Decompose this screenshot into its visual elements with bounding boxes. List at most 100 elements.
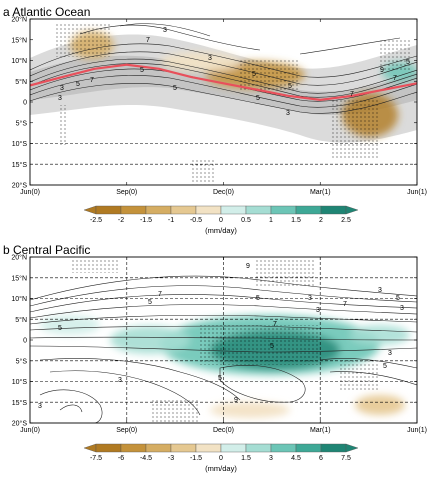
contour-label: 5 xyxy=(218,375,222,382)
y-tick-label: 15°S xyxy=(12,161,28,169)
panel-b-stipple-4 xyxy=(150,400,200,422)
colorbar-tick-label: -3 xyxy=(168,455,174,462)
colorbar-tick-label: -0.5 xyxy=(190,217,202,224)
contour-label: 3 xyxy=(38,403,42,410)
panel-b-brown-patch-1 xyxy=(210,402,290,418)
y-tick-label: 5°N xyxy=(15,316,27,324)
colorbar-swatch xyxy=(295,443,322,453)
panel-b-stipple-3 xyxy=(200,325,320,365)
colorbar-right-arrow xyxy=(345,443,359,453)
colorbar-swatch xyxy=(195,443,222,453)
contour-label: 5 xyxy=(58,325,62,332)
panel-a-colorbar: -2.5 -2 -1.5 -1 -0.5 0 0.5 1 1.5 2 2.5 xyxy=(83,205,359,224)
colorbar-swatch xyxy=(270,205,297,215)
contour-label: 5 xyxy=(396,295,400,302)
colorbar-swatch xyxy=(95,443,122,453)
contour-label: 9 xyxy=(380,67,384,74)
x-tick-label: Jun(1) xyxy=(407,189,427,196)
contour-label: 7 xyxy=(158,291,162,298)
panel-a-stipple-6 xyxy=(60,105,68,145)
panel-a-contour-labels: 3 5 7 5 3 7 5 5 3 3 5 5 7 9 7 5 3 xyxy=(58,27,410,117)
panel-b: b Central Pacific xyxy=(3,243,427,473)
panel-a-stipple-5 xyxy=(190,160,215,185)
colorbar-swatch xyxy=(120,205,147,215)
contour-label: 3 xyxy=(308,295,312,302)
panel-b-brown-patch-2 xyxy=(355,395,405,415)
colorbar-swatch xyxy=(245,443,272,453)
contour-label: 3 xyxy=(388,350,392,357)
x-tick-label: Mar(1) xyxy=(310,189,331,196)
y-tick-label: 10°S xyxy=(12,378,28,386)
contour-label: 3 xyxy=(58,95,62,102)
y-tick-label: 15°S xyxy=(12,399,28,407)
colorbar-swatch xyxy=(170,205,197,215)
colorbar-swatch xyxy=(320,443,347,453)
contour-label: 3 xyxy=(316,307,320,314)
panel-b-colorbar-unit: (mm/day) xyxy=(205,464,237,473)
panel-b-dashed-lines xyxy=(30,257,417,423)
contour-label: 3 xyxy=(378,287,382,294)
colorbar-swatch xyxy=(145,205,172,215)
colorbar-tick-label: -4.5 xyxy=(140,455,152,462)
colorbar-swatch xyxy=(270,443,297,453)
colorbar-swatch xyxy=(295,205,322,215)
y-tick-label: 20°S xyxy=(12,420,28,428)
contour-label: 5 xyxy=(173,85,177,92)
colorbar-swatch xyxy=(170,443,197,453)
colorbar-tick-label: 0.5 xyxy=(241,217,251,224)
y-tick-label: 0 xyxy=(23,100,27,107)
y-tick-label: 20°N xyxy=(11,16,27,24)
colorbar-tick-label: 2.5 xyxy=(341,217,351,224)
contour-label: 7 xyxy=(90,77,94,84)
colorbar-tick-label: 0 xyxy=(219,217,223,224)
colorbar-tick-label: -7.5 xyxy=(90,455,102,462)
contour-label: 5 xyxy=(252,71,256,78)
panel-a-title: a Atlantic Ocean xyxy=(3,5,90,19)
colorbar-swatch xyxy=(320,205,347,215)
contour-label: 7 xyxy=(393,75,397,82)
x-tick-label: Sep(0) xyxy=(116,427,137,434)
colorbar-tick-label: -1 xyxy=(168,217,174,224)
contour-label: 5 xyxy=(383,363,387,370)
contour-label: 5 xyxy=(256,295,260,302)
panel-b-title: b Central Pacific xyxy=(3,243,90,257)
panel-b-colorbar: -7.5 -6 -4.5 -3 -1.5 0 1.5 3 4.5 6 7.5 xyxy=(83,443,359,462)
colorbar-swatch xyxy=(245,205,272,215)
contour-label: 5 xyxy=(270,343,274,350)
contour-label: 7 xyxy=(343,301,347,308)
colorbar-swatch xyxy=(220,443,247,453)
y-tick-label: 20°S xyxy=(12,182,28,190)
panel-a-plot-area xyxy=(30,22,417,185)
y-tick-label: 5°S xyxy=(16,357,28,365)
y-tick-label: 5°N xyxy=(15,78,27,86)
panel-b-teal-patch-4 xyxy=(40,315,100,335)
y-tick-label: 20°N xyxy=(11,254,27,262)
y-tick-label: 10°S xyxy=(12,140,28,148)
colorbar-tick-label: -2 xyxy=(118,217,124,224)
panel-a: a Atlantic Ocean xyxy=(3,5,427,235)
colorbar-tick-label: -1.5 xyxy=(140,217,152,224)
y-tick-label: 0 xyxy=(23,338,27,345)
contour-label: 9 xyxy=(234,397,238,404)
colorbar-tick-label: 1.5 xyxy=(241,455,251,462)
colorbar-tick-label: 1 xyxy=(269,217,273,224)
y-tick-label: 10°N xyxy=(11,295,27,303)
contour-label: 5 xyxy=(288,83,292,90)
panel-a-brown-patch-4 xyxy=(160,52,240,72)
x-tick-label: Sep(0) xyxy=(116,189,137,196)
panel-b-teal-patch-3 xyxy=(110,326,190,354)
x-tick-label: Dec(0) xyxy=(213,427,234,434)
panel-a-contours xyxy=(30,23,417,114)
x-tick-label: Jun(1) xyxy=(407,427,427,434)
colorbar-swatch xyxy=(95,205,122,215)
contour-label: 7 xyxy=(146,37,150,44)
colorbar-swatch xyxy=(220,205,247,215)
colorbar-tick-label: 0 xyxy=(219,455,223,462)
panel-a-colorbar-unit: (mm/day) xyxy=(205,226,237,235)
colorbar-tick-label: 1.5 xyxy=(291,217,301,224)
contour-label: 7 xyxy=(350,91,354,98)
colorbar-left-arrow xyxy=(83,205,97,215)
colorbar-tick-label: 2 xyxy=(319,217,323,224)
panel-b-contours xyxy=(30,275,417,423)
